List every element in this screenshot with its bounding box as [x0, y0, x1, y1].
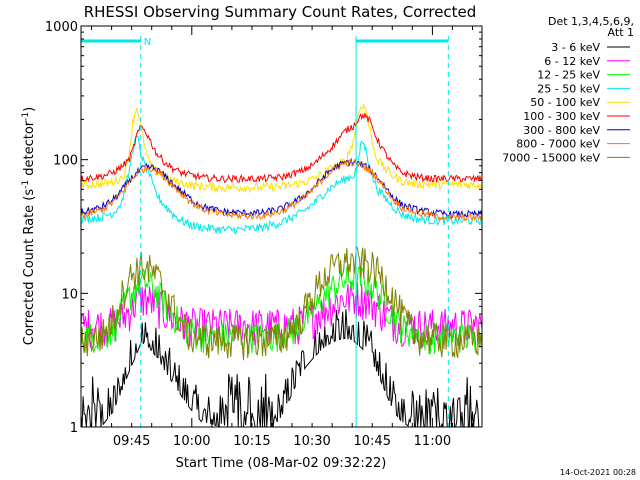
- x-axis-label: Start Time (08-Mar-02 09:32:22): [176, 456, 387, 471]
- legend-label: 50 - 100 keV: [530, 96, 600, 109]
- y-axis-label-part1: Corrected Count Rate (s: [22, 189, 37, 346]
- legend-label: 6 - 12 keV: [544, 55, 600, 68]
- footer-date: 14-Oct-2021 00:28: [560, 468, 636, 477]
- legend-label: 25 - 50 keV: [537, 82, 600, 95]
- legend-label: 3 - 6 keV: [551, 41, 600, 54]
- y-axis-label: Corrected Count Rate (s-1 detector-1): [21, 107, 37, 345]
- legend-header-line-1: Det 1,3,4,5,6,9,: [548, 15, 634, 28]
- plot-frame: [80, 25, 483, 428]
- legend-label: 300 - 800 keV: [523, 124, 600, 137]
- chart-title: RHESSI Observing Summary Count Rates, Co…: [84, 3, 477, 21]
- series-line-8: [80, 158, 483, 222]
- legend-header-line-2: Att 1: [608, 26, 634, 39]
- legend-label: 7000 - 15000 keV: [502, 151, 600, 164]
- y-axis-label-sup2: -1: [21, 112, 31, 121]
- y-tick-label: 1000: [45, 20, 78, 35]
- series-traces: [80, 102, 483, 428]
- vertical-markers: N: [81, 36, 449, 427]
- top-interval-label-1: N: [144, 37, 151, 48]
- y-axis-label-sup1: -1: [21, 180, 31, 189]
- series-line-6: [80, 112, 483, 184]
- x-tick-label: 09:45: [113, 434, 150, 449]
- series-line-9: [80, 245, 483, 361]
- legend-label: 800 - 7000 keV: [516, 138, 600, 151]
- y-axis-label-part3: ): [22, 107, 37, 112]
- x-tick-label: 11:00: [414, 434, 451, 449]
- y-axis-label-part2: detector: [22, 120, 37, 180]
- x-tick-label: 10:15: [233, 434, 270, 449]
- y-tick-label: 100: [53, 154, 78, 169]
- series-line-7: [80, 157, 483, 219]
- x-tick-label: 10:00: [173, 434, 210, 449]
- series-line-3: [80, 264, 483, 355]
- x-tick-label: 10:30: [293, 434, 330, 449]
- y-tick-label: 1: [70, 421, 78, 436]
- series-line-5: [80, 102, 483, 194]
- legend-label: 12 - 25 keV: [537, 69, 600, 82]
- y-tick-label: 10: [61, 287, 78, 302]
- x-tick-label: 10:45: [354, 434, 391, 449]
- axes: 1 10 100 1000 09:45 10:00 10:15 10:30 10:45 11:00: [45, 20, 482, 449]
- legend-label: 100 - 300 keV: [523, 110, 600, 123]
